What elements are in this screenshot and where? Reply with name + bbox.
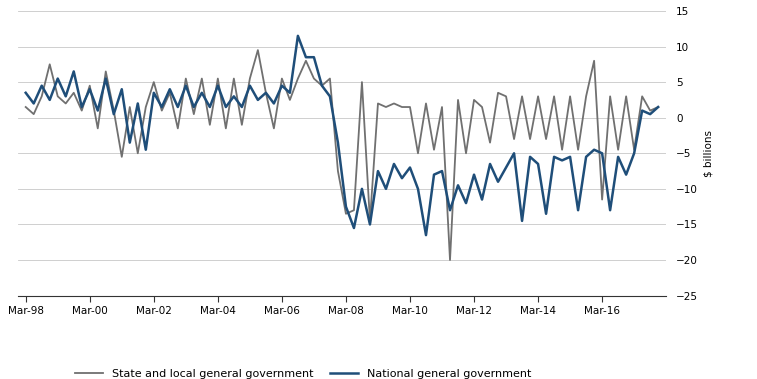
National general government: [445, 208, 454, 213]
National general government: [294, 34, 303, 38]
State and local general government: [21, 105, 30, 109]
State and local general government: [254, 48, 263, 52]
National general government: [422, 233, 431, 237]
National general government: [406, 165, 415, 170]
National general government: [597, 151, 606, 155]
Line: National general government: National general government: [26, 36, 658, 235]
State and local general government: [413, 151, 422, 155]
National general government: [310, 55, 319, 60]
State and local general government: [653, 105, 662, 109]
Y-axis label: $ billions: $ billions: [703, 130, 713, 177]
National general government: [413, 186, 422, 191]
State and local general government: [597, 197, 606, 202]
National general government: [21, 91, 30, 95]
National general government: [469, 172, 478, 177]
State and local general government: [310, 76, 319, 81]
State and local general government: [406, 105, 415, 109]
Line: State and local general government: State and local general government: [26, 50, 658, 260]
National general government: [653, 105, 662, 109]
Legend: State and local general government, National general government: State and local general government, Nati…: [70, 364, 535, 379]
State and local general government: [469, 98, 478, 102]
State and local general government: [445, 258, 454, 262]
State and local general government: [438, 105, 447, 109]
